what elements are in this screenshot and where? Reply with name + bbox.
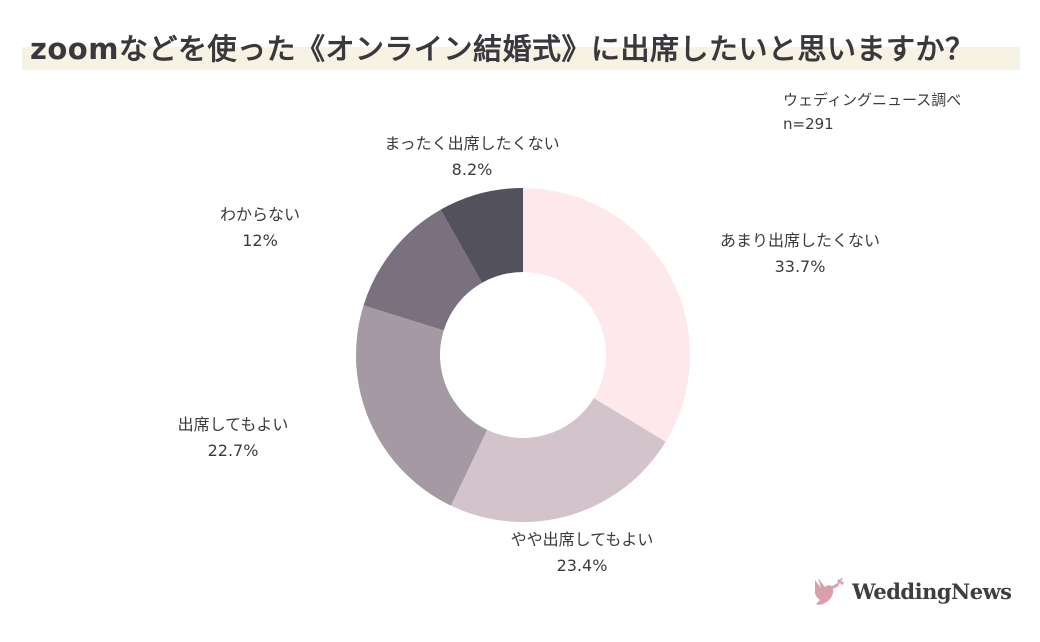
slice-label-2: 出席してもよい 22.7% [178,412,289,464]
dove-icon [814,577,844,605]
slice-label-4: まったく出席したくない 8.2% [384,131,559,183]
slice-value: 33.7% [774,257,826,276]
donut-slice-1 [450,398,666,522]
slice-label-1: やや出席してもよい 23.4% [511,527,654,579]
donut-slice-2 [355,305,488,506]
slice-value: 8.2% [451,160,493,179]
title-highlight [22,47,1020,70]
logo-text: WeddingNews [852,578,1012,604]
slice-name: 出席してもよい [177,415,289,434]
slice-label-0: あまり出席したくない 33.7% [720,228,880,280]
slice-value: 12% [242,231,278,250]
slice-value: 23.4% [556,556,608,575]
chart-title: zoomなどを使った《オンライン結婚式》に出席したいと思いますか？ [30,32,975,66]
slice-name: わからない [219,205,301,224]
slice-name: やや出席してもよい [510,530,654,549]
slice-value: 22.7% [207,441,259,460]
donut-slice-4 [440,188,523,283]
slice-label-3: わからない 12% [220,202,300,254]
donut-slice-3 [363,209,483,331]
source-note: ウェディングニュース調べ n=291 [783,88,961,136]
slice-name: まったく出席したくない [384,134,560,153]
slice-name: あまり出席したくない [719,231,881,250]
weddingnews-logo: WeddingNews [812,574,1012,608]
source-text: ウェディングニュース調べ [783,91,962,109]
sample-size: n=291 [783,115,834,133]
donut-slice-0 [523,188,690,442]
